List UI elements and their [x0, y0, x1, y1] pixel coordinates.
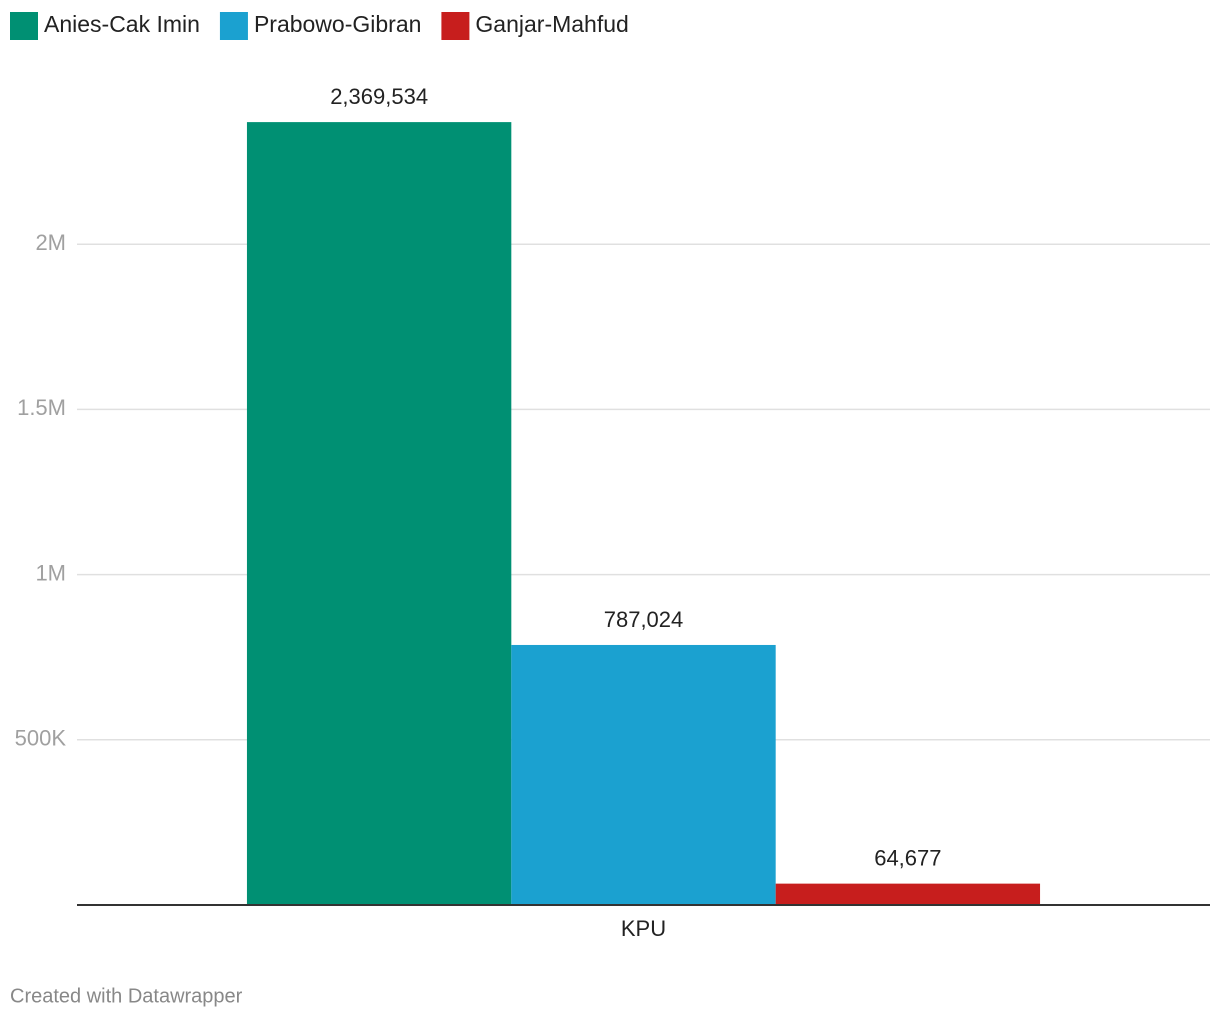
legend-label: Anies-Cak Imin [44, 11, 200, 37]
value-label: 2,369,534 [330, 84, 428, 109]
bar [246, 122, 512, 906]
legend-label: Prabowo-Gibran [254, 11, 421, 37]
legend-swatch [10, 12, 38, 40]
legend-swatch [219, 12, 248, 40]
bar [511, 644, 776, 905]
x-tick-label: KPU [621, 916, 666, 941]
y-tick-label: 500K [15, 726, 67, 751]
legend-label: Ganjar-Mahfud [475, 11, 628, 37]
credit: Created with Datawrapper [10, 985, 243, 1007]
value-label: 787,024 [604, 607, 684, 632]
y-tick-label: 1M [35, 560, 66, 585]
y-tick-label: 1.5M [17, 395, 66, 420]
value-label: 64,677 [874, 845, 941, 870]
legend-swatch [441, 12, 470, 40]
y-tick-label: 2M [35, 230, 66, 255]
bar [775, 883, 1041, 905]
